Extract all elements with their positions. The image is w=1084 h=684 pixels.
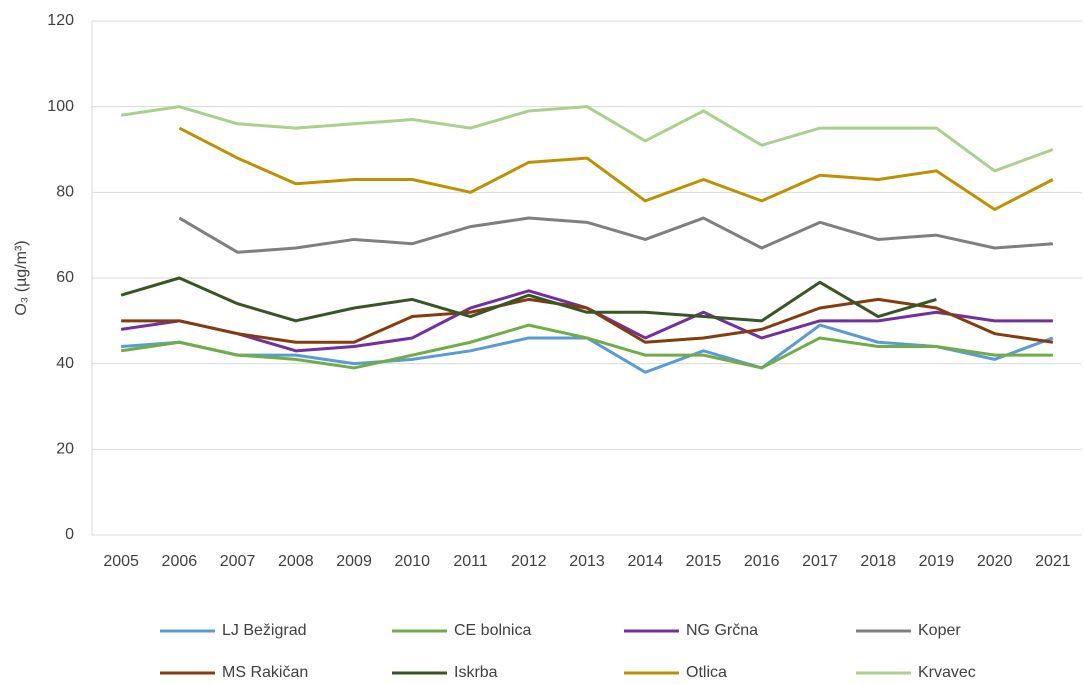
y-tick-label: 40	[56, 355, 74, 372]
x-tick-label: 2015	[686, 553, 722, 570]
x-tick-label: 2021	[1035, 553, 1071, 570]
x-tick-label: 2011	[453, 553, 488, 570]
y-tick-label: 120	[47, 12, 74, 29]
series-line	[178, 126, 1054, 211]
x-tick-label: 2006	[162, 553, 198, 570]
y-tick-label: 80	[56, 184, 74, 201]
legend-label: MS Rakičan	[222, 664, 308, 681]
series-line	[178, 216, 1053, 254]
x-tick-label: 2010	[394, 553, 430, 570]
x-tick-label: 2018	[860, 553, 896, 570]
y-axis-label: O₃ (µg/m³)	[13, 240, 30, 315]
y-tick-label: 100	[47, 98, 74, 115]
legend-label: Koper	[918, 622, 961, 639]
legend-label: Iskrba	[454, 664, 498, 681]
y-tick-label: 0	[65, 526, 74, 543]
x-tick-label: 2008	[278, 553, 314, 570]
x-tick-label: 2016	[744, 553, 780, 570]
x-tick-label: 2017	[802, 553, 838, 570]
legend-label: LJ Bežigrad	[222, 622, 307, 639]
x-tick-label: 2014	[627, 553, 663, 570]
x-tick-label: 2007	[220, 553, 256, 570]
legend-label: NG Grčna	[686, 622, 758, 639]
series-line	[121, 323, 1054, 374]
legend-label: Krvavec	[918, 664, 976, 681]
series-line	[120, 323, 1053, 370]
x-tick-label: 2012	[511, 553, 547, 570]
series-line	[120, 105, 1054, 173]
legend-label: Otlica	[686, 664, 727, 681]
series-line	[121, 297, 1054, 344]
y-tick-label: 60	[56, 269, 74, 286]
x-tick-label: 2019	[919, 553, 955, 570]
x-tick-label: 2013	[569, 553, 605, 570]
series-line	[120, 289, 1053, 353]
x-tick-label: 2009	[336, 553, 372, 570]
x-tick-label: 2020	[977, 553, 1013, 570]
series-line	[120, 276, 937, 323]
y-tick-label: 20	[56, 441, 74, 458]
x-tick-label: 2005	[103, 553, 139, 570]
legend-label: CE bolnica	[454, 622, 531, 639]
